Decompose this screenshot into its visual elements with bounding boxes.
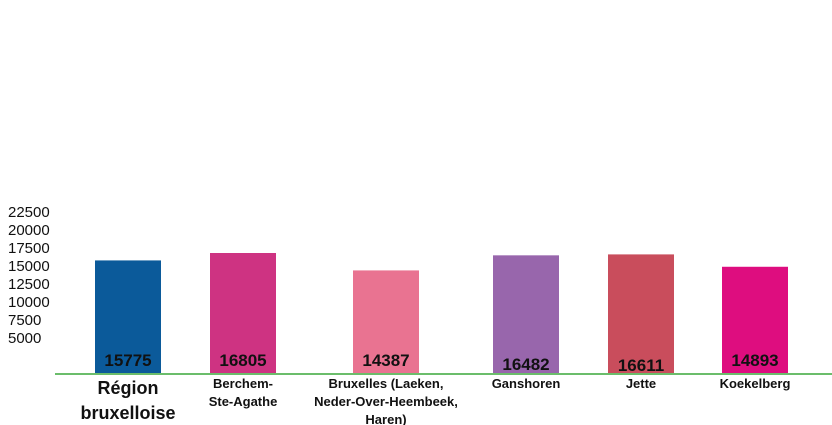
y-tick-label: 17500	[8, 240, 50, 257]
bar	[493, 255, 559, 374]
bars	[95, 253, 788, 374]
bar	[608, 254, 674, 374]
y-tick-label: 5000	[8, 330, 41, 347]
category-label: Berchem-	[213, 376, 273, 391]
y-tick-label: 22500	[8, 204, 50, 221]
bar	[722, 266, 788, 374]
category-label: Haren)	[365, 412, 406, 425]
y-tick-label: 12500	[8, 276, 50, 293]
category-label: Ganshoren	[492, 376, 561, 391]
y-tick-label: 15000	[8, 258, 50, 275]
category-label: Ste-Agathe	[209, 394, 278, 409]
category-label: Jette	[626, 376, 656, 391]
category-label: Bruxelles (Laeken,	[329, 376, 444, 391]
category-labels: Région bruxelloise Berchem- Ste-Agathe Bruxe…	[80, 376, 790, 425]
value-label: 16611	[618, 356, 664, 375]
value-label: 14893	[731, 351, 778, 370]
value-label: 15775	[104, 351, 151, 370]
category-label: bruxelloise	[80, 403, 175, 423]
value-label: 16805	[219, 351, 266, 370]
category-label: Région	[98, 378, 159, 398]
category-label: Neder-Over-Heembeek,	[314, 394, 458, 409]
y-tick-label: 7500	[8, 312, 41, 329]
category-label: Koekelberg	[720, 376, 791, 391]
value-label: 16482	[502, 355, 549, 374]
bar	[210, 253, 276, 374]
y-tick-label: 20000	[8, 222, 50, 239]
bar	[95, 260, 161, 374]
value-labels: 15775 16805 14387 16482 16611 14893	[104, 351, 778, 375]
bar	[353, 270, 419, 374]
y-tick-label: 10000	[8, 294, 50, 311]
value-label: 14387	[362, 351, 409, 370]
